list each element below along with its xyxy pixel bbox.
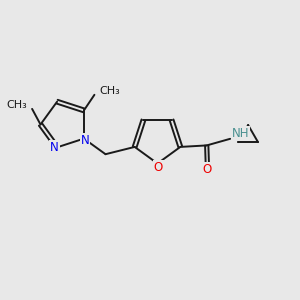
Text: N: N — [81, 134, 89, 147]
Text: CH₃: CH₃ — [100, 86, 121, 96]
Text: NH: NH — [232, 127, 249, 140]
Text: O: O — [203, 163, 212, 176]
Text: N: N — [50, 141, 59, 154]
Text: O: O — [154, 160, 163, 174]
Text: CH₃: CH₃ — [7, 100, 28, 110]
